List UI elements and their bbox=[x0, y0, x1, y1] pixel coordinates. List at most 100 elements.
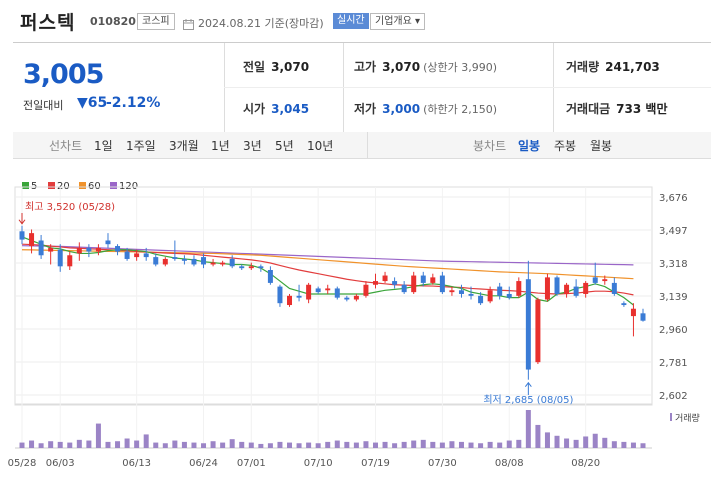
y-tick-label: 3,497 bbox=[659, 226, 688, 237]
volume-bar bbox=[191, 442, 197, 448]
calendar-icon bbox=[183, 15, 194, 34]
x-tick-label: 05/28 bbox=[8, 458, 37, 469]
prev-close: 전일 3,070 bbox=[243, 58, 309, 75]
tab-1day[interactable]: 1일 bbox=[94, 139, 113, 153]
volume-bar bbox=[640, 443, 646, 448]
volume-bar bbox=[201, 443, 207, 448]
volume-bar bbox=[525, 410, 531, 448]
volume-bar bbox=[439, 442, 445, 448]
volume-bar bbox=[592, 433, 598, 448]
volume-label: 거래량 bbox=[675, 412, 700, 424]
candle-body bbox=[124, 251, 130, 259]
volume-bar bbox=[306, 442, 312, 448]
volume-bar bbox=[162, 443, 168, 448]
candle-body bbox=[535, 299, 541, 363]
tab-monthly-candle[interactable]: 월봉 bbox=[590, 139, 613, 153]
candle-body bbox=[315, 288, 321, 293]
volume-bar bbox=[76, 439, 82, 448]
volume-bar bbox=[420, 439, 426, 448]
volume-bar bbox=[134, 440, 140, 448]
volume-bar bbox=[382, 441, 388, 448]
volume-bar bbox=[344, 441, 350, 448]
volume-bar bbox=[621, 441, 627, 448]
candle-body bbox=[478, 295, 484, 304]
high-price: 고가 3,070 (상한가 3,990) bbox=[354, 58, 497, 75]
volume-bar bbox=[487, 441, 493, 448]
trading-volume: 거래량 241,703 bbox=[566, 58, 660, 75]
candle-body bbox=[191, 258, 197, 265]
candle-body bbox=[516, 281, 522, 296]
lower-limit: (하한가 2,150) bbox=[423, 103, 497, 116]
candle-body bbox=[344, 297, 350, 300]
volume-label: 거래량 bbox=[566, 60, 600, 74]
candle-body bbox=[19, 231, 25, 240]
tab-1week[interactable]: 1주일 bbox=[126, 139, 156, 153]
candle-body bbox=[497, 286, 503, 296]
legend-swatch bbox=[110, 182, 117, 189]
low-price: 저가 3,000 (하한가 2,150) bbox=[354, 100, 497, 117]
high-value: 3,070 bbox=[382, 60, 421, 74]
volume-bar bbox=[611, 441, 617, 448]
chart-period-tabs: 선차트 1일 1주일 3개월 1년 3년 5년 10년 봉차트 일봉 주봉 월봉 bbox=[13, 132, 711, 159]
candle-body bbox=[430, 277, 436, 283]
y-tick-label: 3,676 bbox=[659, 193, 688, 204]
candle-body bbox=[630, 308, 636, 317]
candle-body bbox=[506, 293, 512, 298]
current-price-box: 3,005 전일대비 ▼65 -2.12% bbox=[13, 43, 225, 132]
x-tick-label: 07/30 bbox=[428, 458, 457, 469]
tab-1year[interactable]: 1년 bbox=[211, 139, 230, 153]
candle-body bbox=[267, 270, 273, 283]
candle-body bbox=[162, 258, 168, 265]
line-chart-title: 선차트 bbox=[49, 139, 83, 153]
tab-weekly-candle[interactable]: 주봉 bbox=[554, 139, 577, 153]
volume-bar bbox=[554, 435, 560, 448]
company-overview-button[interactable]: 기업개요 ▾ bbox=[370, 13, 425, 30]
volume-bar bbox=[296, 443, 302, 448]
volume-bar bbox=[239, 441, 245, 448]
tab-daily-candle[interactable]: 일봉 bbox=[518, 139, 541, 153]
ma5-line bbox=[21, 236, 634, 306]
candle-body bbox=[258, 266, 264, 269]
volume-bar bbox=[115, 441, 121, 448]
upper-limit: (상한가 3,990) bbox=[423, 61, 497, 74]
x-tick-label: 06/03 bbox=[46, 458, 75, 469]
volume-bar bbox=[334, 440, 340, 448]
volume-bar bbox=[372, 442, 378, 448]
prev-close-value: 3,070 bbox=[271, 60, 310, 74]
candle-body bbox=[525, 279, 531, 370]
volume-bar bbox=[353, 442, 359, 448]
volume-bar bbox=[172, 440, 178, 448]
tab-3months[interactable]: 3개월 bbox=[169, 139, 199, 153]
candle-body bbox=[449, 290, 455, 293]
candle-body bbox=[105, 240, 111, 245]
candle-body bbox=[86, 247, 92, 252]
low-value: 3,000 bbox=[382, 102, 421, 116]
candle-body bbox=[95, 247, 101, 252]
tab-3years[interactable]: 3년 bbox=[243, 139, 262, 153]
volume-bar bbox=[181, 441, 187, 448]
candle-body bbox=[296, 295, 302, 298]
candle-body bbox=[564, 284, 570, 294]
tab-5years[interactable]: 5년 bbox=[275, 139, 294, 153]
change-value: ▼65 bbox=[77, 95, 108, 111]
candle-body bbox=[67, 255, 73, 267]
volume-bar bbox=[143, 434, 149, 448]
trading-amount: 거래대금 733 백만 bbox=[566, 100, 667, 117]
volume-legend-swatch bbox=[670, 413, 672, 421]
open-value: 3,045 bbox=[271, 102, 310, 116]
candle-body bbox=[487, 290, 493, 302]
candle-body bbox=[172, 257, 178, 259]
candle-body bbox=[621, 303, 627, 306]
tab-10years[interactable]: 10년 bbox=[307, 139, 334, 153]
open-label: 시가 bbox=[243, 102, 266, 116]
low-arrow-icon bbox=[524, 381, 532, 395]
ma60-line bbox=[21, 249, 634, 280]
volume-bar bbox=[630, 442, 636, 448]
candle-body bbox=[554, 277, 560, 294]
realtime-button[interactable]: 실시간 bbox=[333, 13, 369, 29]
low-annotation: 최저 2,685 (08/05) bbox=[483, 394, 573, 406]
volume-bar bbox=[267, 443, 273, 448]
stock-name: 퍼스텍 bbox=[20, 12, 76, 34]
candle-body bbox=[29, 233, 35, 247]
